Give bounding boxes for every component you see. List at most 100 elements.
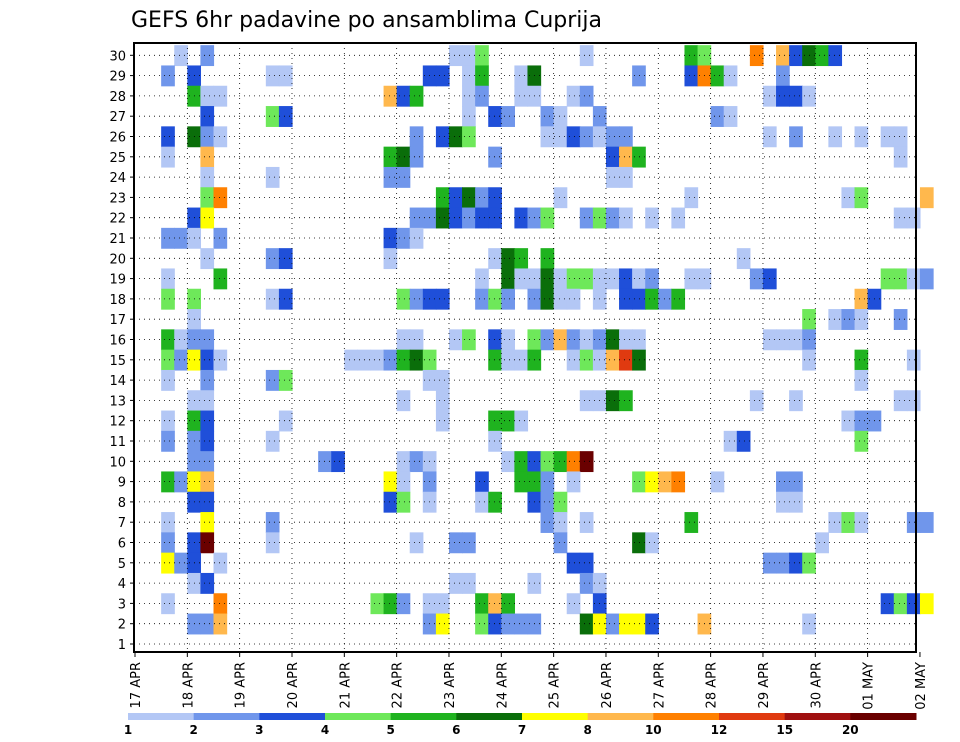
- heatmap-cell: [919, 593, 934, 615]
- y-tick-label: 11: [109, 435, 126, 450]
- heatmap-cell: [174, 329, 188, 351]
- heatmap-cell: [161, 227, 175, 249]
- heatmap-cell: [619, 126, 633, 148]
- x-tick-label: 19 APR: [234, 662, 249, 708]
- dotted-grid: [134, 43, 916, 652]
- heatmap-cell: [200, 491, 215, 513]
- heatmap-cell: [200, 329, 215, 351]
- heatmap-cell: [409, 329, 424, 351]
- heatmap-cell: [632, 613, 646, 635]
- heatmap-cell: [161, 532, 175, 554]
- heatmap-cell: [475, 593, 489, 615]
- heatmap-cell: [566, 593, 581, 615]
- y-tick-label: 18: [109, 293, 126, 308]
- heatmap-cell: [605, 349, 620, 371]
- heatmap-cell: [632, 268, 646, 290]
- y-tick-label: 23: [109, 191, 126, 206]
- heatmap-cell: [501, 593, 515, 615]
- heatmap-cell: [579, 85, 594, 107]
- chart-title: GEFS 6hr padavine po ansamblima Cuprija: [131, 8, 602, 33]
- heatmap-cell: [488, 593, 502, 615]
- x-tick-label: 20 APR: [286, 662, 301, 708]
- heatmap-cell: [514, 451, 529, 473]
- heatmap-cell: [213, 187, 228, 209]
- heatmap-cell: [265, 288, 280, 310]
- heatmap-cell: [605, 390, 620, 412]
- heatmap-cell: [841, 512, 856, 533]
- heatmap-cell: [488, 288, 502, 310]
- heatmap-cell: [854, 309, 869, 330]
- heatmap-cell: [383, 85, 398, 107]
- y-tick-label: 20: [109, 252, 126, 267]
- heatmap-cell: [645, 207, 659, 229]
- heatmap-cell: [501, 288, 515, 310]
- heatmap-cell: [789, 552, 803, 574]
- heatmap-cell: [684, 65, 699, 87]
- heatmap-cell: [396, 166, 411, 188]
- heatmap-cell: [200, 572, 215, 594]
- heatmap-cell: [383, 227, 398, 249]
- heatmap-cell: [278, 65, 293, 87]
- y-tick-label: 3: [118, 597, 126, 612]
- heatmap-cell: [409, 126, 424, 148]
- heatmap-cell: [579, 207, 594, 229]
- colorbar-legend: 1 2 3 4 5 6 7 8 10 12 15 20: [124, 713, 917, 737]
- heatmap-cell: [383, 471, 398, 493]
- heatmap-cell: [396, 85, 411, 107]
- colorbar-label: 5: [387, 723, 395, 737]
- heatmap-cell: [174, 227, 188, 249]
- heatmap-cell: [475, 85, 489, 107]
- heatmap-cell: [684, 45, 699, 67]
- heatmap-cell: [488, 207, 502, 229]
- heatmap-cell: [475, 65, 489, 87]
- heatmap-cell: [553, 329, 568, 351]
- heatmap-cell: [200, 430, 215, 452]
- heatmap-cell: [579, 349, 594, 371]
- heatmap-cell: [409, 532, 424, 554]
- heatmap-cell: [893, 309, 908, 330]
- x-tick-label: 30 APR: [809, 662, 824, 708]
- heatmap-cell: [448, 126, 463, 148]
- y-tick-label: 29: [109, 70, 126, 85]
- heatmap-cell: [174, 349, 188, 371]
- heatmap-cell: [278, 410, 293, 432]
- heatmap-cell: [514, 85, 529, 107]
- heatmap-cell: [409, 146, 424, 168]
- heatmap-cell: [475, 613, 489, 635]
- heatmap-cell: [501, 451, 515, 473]
- y-tick-label: 21: [109, 232, 126, 247]
- heatmap-cell: [435, 593, 450, 615]
- heatmap-cell: [396, 491, 411, 513]
- x-tick-label: 28 APR: [705, 662, 720, 708]
- heatmap-cell: [828, 512, 843, 533]
- heatmap-cell: [841, 187, 856, 209]
- heatmap-cell: [579, 512, 594, 533]
- heatmap-cell: [161, 146, 175, 168]
- heatmap-cell: [265, 369, 280, 391]
- y-tick-label: 6: [118, 537, 126, 552]
- heatmap-cell: [396, 451, 411, 473]
- heatmap-cell: [566, 268, 581, 290]
- y-tick-label: 25: [109, 151, 126, 166]
- heatmap-cell: [540, 288, 555, 310]
- heatmap-cell: [789, 45, 803, 67]
- heatmap-cell: [854, 349, 869, 371]
- heatmap-cell: [213, 126, 228, 148]
- heatmap-cell: [278, 106, 293, 127]
- heatmap-cell: [605, 613, 620, 635]
- heatmap-cell: [632, 146, 646, 168]
- heatmap-cell: [632, 349, 646, 371]
- heatmap-cell: [789, 126, 803, 148]
- heatmap-cell: [488, 187, 502, 209]
- heatmap-cell: [409, 227, 424, 249]
- heatmap-cell: [841, 309, 856, 330]
- heatmap-cell: [265, 106, 280, 127]
- heatmap-cell: [776, 491, 790, 513]
- heatmap-cell: [448, 572, 463, 594]
- heatmap-cell: [265, 532, 280, 554]
- heatmap-cell: [776, 552, 790, 574]
- x-tick-label: 24 APR: [495, 662, 510, 708]
- heatmap-cell: [475, 268, 489, 290]
- heatmap-cell: [200, 45, 215, 67]
- heatmap-cell: [501, 613, 515, 635]
